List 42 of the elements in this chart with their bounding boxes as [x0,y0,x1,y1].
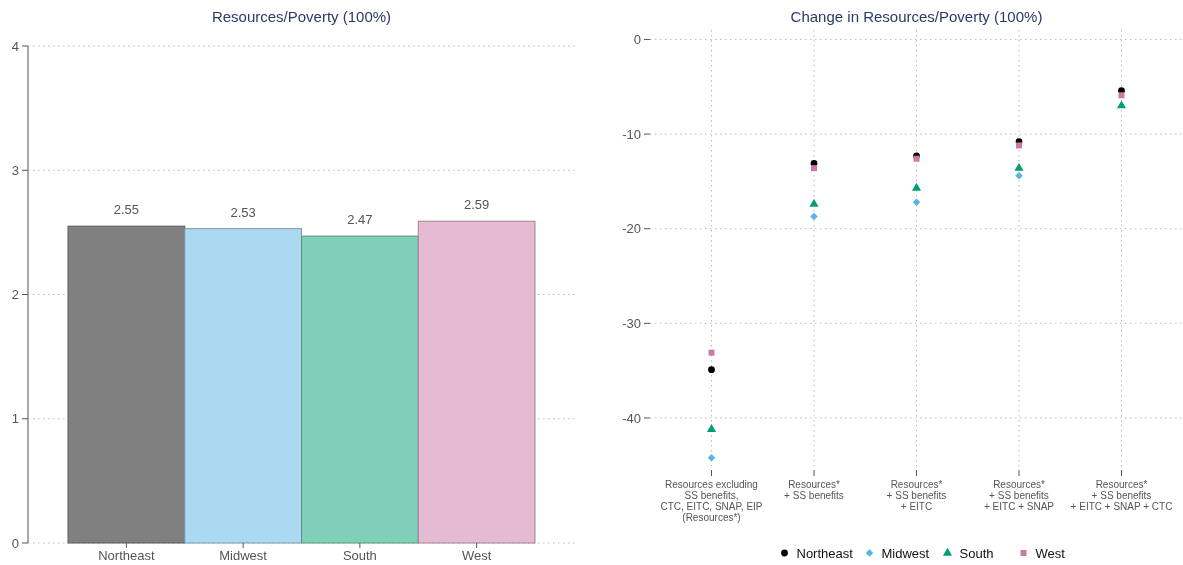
x-tick-label: Resources* + SS benefits [784,479,844,501]
y-tick-label: 0 [633,32,641,48]
point [1015,171,1023,180]
point [1118,92,1125,99]
point [912,198,921,206]
y-tick-label: 4 [11,38,19,54]
point [1014,162,1024,171]
y-tick-label: -10 [622,126,641,142]
bar [184,228,302,544]
point [706,424,717,432]
y-tick-label: -30 [622,315,641,331]
x-tick-label: Northeast [98,548,155,563]
x-tick-label: Resources* + SS benefits + EITC [886,479,947,512]
point [1016,142,1022,149]
y-tick-label: -20 [622,221,641,237]
point [708,366,715,374]
point [809,198,819,207]
x-tick-label: Midwest [219,548,268,563]
data-label: 2.47 [347,212,373,228]
y-tick-label: 2 [11,287,19,303]
data-label: 2.59 [463,197,490,213]
point [810,212,818,221]
bar [67,225,186,544]
y-tick-label: 0 [11,535,19,551]
y-tick-label: 1 [11,411,19,427]
point [911,182,922,191]
bar [417,220,536,544]
x-tick-label: Resources excluding SS benefits, CTC, EITC, SNAP, EIP (Resources*) [660,479,763,523]
point [708,349,715,356]
x-tick-label: South [342,548,377,563]
point [811,165,817,172]
x-tick-label: Resources* + SS benefits + EITC + SNAP [983,479,1055,512]
y-tick-label: 3 [11,162,19,178]
x-tick-label: West [461,548,492,563]
chart-title: Change in Resources/Poverty (100%) [790,8,1043,25]
data-label: 2.53 [230,204,256,220]
bar [301,235,419,544]
y-tick-label: -40 [622,410,641,426]
chart-title: Resources/Poverty (100%) [211,8,392,25]
x-tick-label: Resources* + SS benefits + EITC + SNAP + CTC [1070,479,1173,512]
data-label: 2.55 [113,202,140,218]
point [1116,100,1127,109]
